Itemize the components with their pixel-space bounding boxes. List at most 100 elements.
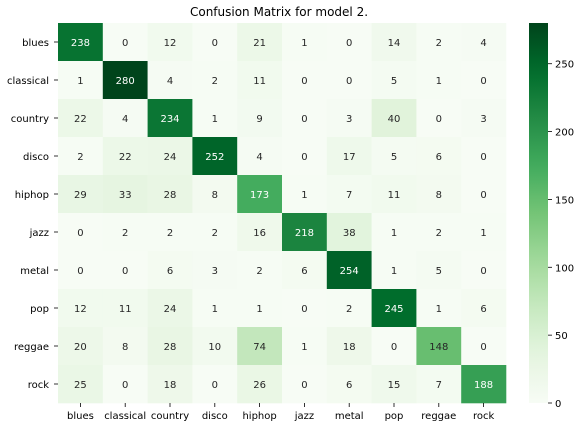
heatmap-cell: [192, 251, 238, 290]
heatmap-cell: [237, 99, 283, 138]
heatmap-cell: [58, 61, 104, 100]
heatmap-cell: [237, 175, 283, 214]
heatmap-cell: [282, 251, 328, 290]
heatmap-cell: [102, 327, 148, 366]
heatmap-cell: [371, 99, 417, 138]
cell-value-label: 12: [74, 304, 87, 315]
cell-value-label: 8: [122, 342, 128, 353]
heatmap-cell: [237, 61, 283, 100]
x-tick-label: pop: [385, 411, 404, 422]
cell-value-label: 0: [301, 304, 307, 315]
y-tick-label: blues: [22, 38, 49, 49]
heatmap-cell: [102, 137, 148, 176]
cell-value-label: 1: [212, 304, 218, 315]
heatmap-cell: [282, 99, 328, 138]
heatmap-cell: [58, 213, 104, 252]
heatmap-cell: [192, 365, 238, 404]
heatmap-cell: [237, 289, 283, 328]
heatmap-cell: [147, 137, 193, 176]
cell-value-label: 0: [480, 152, 486, 163]
cell-value-label: 18: [164, 380, 177, 391]
heatmap-cell: [326, 213, 372, 252]
heatmap-cell: [192, 327, 238, 366]
cell-value-label: 218: [295, 228, 314, 239]
heatmap-cell: [192, 99, 238, 138]
cell-value-label: 16: [253, 228, 266, 239]
cell-value-label: 1: [436, 76, 442, 87]
cell-value-label: 1: [212, 114, 218, 125]
heatmap-cell: [147, 289, 193, 328]
cell-value-label: 2: [212, 228, 218, 239]
x-tick-label: country: [151, 411, 189, 422]
cell-value-label: 74: [253, 342, 266, 353]
heatmap-cell: [371, 175, 417, 214]
cell-value-label: 0: [436, 114, 442, 125]
cell-value-label: 1: [77, 76, 83, 87]
heatmap-cell: [58, 251, 104, 290]
cell-value-label: 3: [212, 266, 218, 277]
heatmap-cell: [102, 365, 148, 404]
heatmap-cell: [416, 23, 462, 62]
cell-value-label: 11: [253, 76, 266, 87]
cell-value-label: 6: [301, 266, 307, 277]
y-tick-label: disco: [23, 152, 49, 163]
heatmap-cell: [371, 289, 417, 328]
cell-value-label: 11: [388, 190, 401, 201]
cell-value-label: 7: [346, 190, 352, 201]
heatmap-cell: [282, 61, 328, 100]
cell-value-label: 38: [343, 228, 356, 239]
cell-value-label: 1: [391, 228, 397, 239]
heatmap-cell: [58, 99, 104, 138]
cell-value-label: 15: [388, 380, 401, 391]
y-tick-label: metal: [20, 266, 49, 277]
heatmap-cell: [237, 365, 283, 404]
heatmap-cell: [282, 213, 328, 252]
heatmap-cell: [282, 175, 328, 214]
heatmap-cell: [461, 99, 507, 138]
cell-value-label: 1: [301, 38, 307, 49]
heatmap-cell: [58, 137, 104, 176]
cell-value-label: 10: [208, 342, 221, 353]
heatmap-cell: [102, 61, 148, 100]
x-tick-label: classical: [104, 411, 146, 422]
colorbar-tick-label: 200: [555, 128, 574, 139]
heatmap-cell: [326, 137, 372, 176]
cell-value-label: 1: [301, 342, 307, 353]
y-tick-label: jazz: [29, 228, 49, 239]
heatmap-cell: [461, 289, 507, 328]
y-tick-label: pop: [30, 304, 49, 315]
cell-value-label: 2: [122, 228, 128, 239]
heatmap-cell: [416, 365, 462, 404]
heatmap-cell: [58, 289, 104, 328]
cell-value-label: 0: [301, 152, 307, 163]
heatmap-cell: [102, 213, 148, 252]
heatmap-cell: [371, 137, 417, 176]
heatmap-cell: [326, 251, 372, 290]
cell-value-label: 252: [205, 152, 224, 163]
cell-value-label: 5: [436, 266, 442, 277]
cell-value-label: 0: [480, 266, 486, 277]
cell-value-label: 25: [74, 380, 87, 391]
heatmap-cell: [461, 251, 507, 290]
y-tick-label: reggae: [14, 342, 49, 353]
y-axis-tick-labels: blues classical country disco hiphop jazz meta…: [7, 38, 58, 391]
cell-value-label: 2: [212, 76, 218, 87]
heatmap-cell: [102, 289, 148, 328]
cell-value-label: 18: [343, 342, 356, 353]
cell-value-label: 0: [301, 380, 307, 391]
cell-value-label: 11: [119, 304, 132, 315]
cell-value-label: 0: [122, 380, 128, 391]
heatmap-cell: [461, 137, 507, 176]
cell-value-label: 9: [256, 114, 262, 125]
heatmap-cell: [237, 137, 283, 176]
cell-value-label: 20: [74, 342, 87, 353]
cell-value-label: 2: [167, 228, 173, 239]
heatmap-cell: [371, 23, 417, 62]
heatmap-cell: [192, 61, 238, 100]
heatmap-cell: [237, 251, 283, 290]
heatmap-cell: [282, 137, 328, 176]
cell-value-label: 280: [116, 76, 135, 87]
heatmap-cell: [371, 251, 417, 290]
cell-value-label: 245: [384, 304, 403, 315]
